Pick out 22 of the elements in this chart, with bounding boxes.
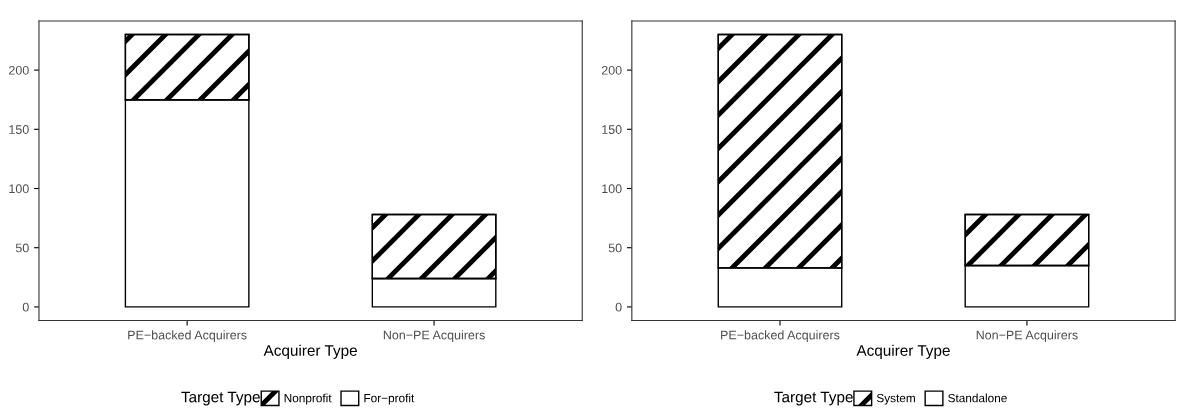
y-tick-label: 100 bbox=[602, 184, 622, 194]
y-tick-label: 200 bbox=[601, 65, 622, 75]
legend-title: Target Type bbox=[181, 391, 260, 406]
legend-title: Target Type bbox=[774, 391, 853, 406]
legend-label: System bbox=[876, 393, 915, 405]
y-tick-label: 150 bbox=[602, 125, 622, 134]
y-tick-label: 50 bbox=[608, 243, 622, 253]
x-tick-label: Non−PE Acquirers bbox=[976, 330, 1078, 342]
y-tick-label: 150 bbox=[9, 125, 29, 134]
legend-label: Standalone bbox=[948, 393, 1007, 403]
y-tick-label: 50 bbox=[15, 243, 29, 253]
y-tick-label: 100 bbox=[9, 184, 29, 194]
y-tick-label: 200 bbox=[9, 65, 29, 75]
x-tick-label: PE−backed Acquirers bbox=[721, 330, 840, 342]
x-tick-label: Non−PE Acquirers bbox=[383, 330, 485, 342]
legend-label: For−profit bbox=[364, 393, 415, 405]
y-tick-label: 0 bbox=[22, 302, 29, 312]
x-axis-title: Acquirer Type bbox=[263, 344, 357, 359]
x-tick-label: PE−backed Acquirers bbox=[128, 330, 247, 342]
y-tick-label: 0 bbox=[615, 302, 622, 312]
x-axis-title: Acquirer Type bbox=[856, 344, 950, 359]
legend-label: Nonprofit bbox=[284, 393, 332, 405]
